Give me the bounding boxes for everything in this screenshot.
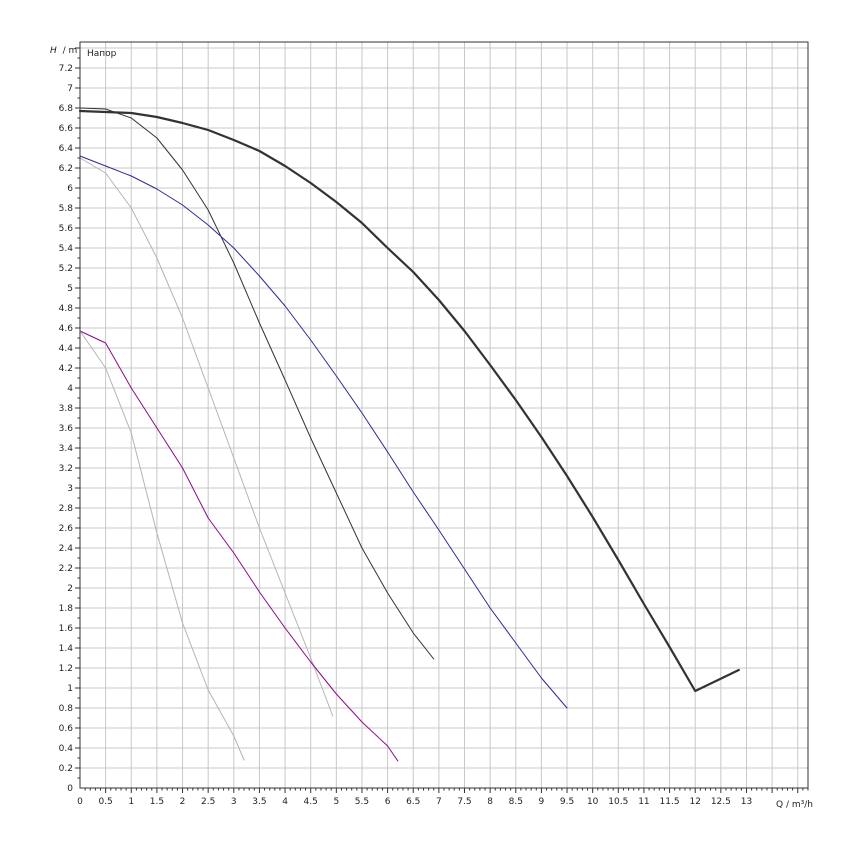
x-tick-label: 10 [587,797,599,807]
axes [75,41,809,793]
y-tick-label: 5.8 [59,204,74,214]
x-tick-label: 3.5 [252,797,266,807]
x-tick-label: 10.5 [608,797,628,807]
y-tick-label: 2.4 [59,544,74,554]
grid-lines [80,42,808,788]
y-tick-label: 6 [67,184,73,194]
y-tick-label: 3 [67,484,73,494]
pump-curve-4 [79,157,334,717]
pump-curve-6 [79,330,245,761]
x-tick-label: 6 [385,797,391,807]
y-tick-label: 5.6 [59,224,74,234]
x-tick-label: 2 [180,797,186,807]
y-tick-label: 4.4 [59,344,74,354]
y-tick-label: 5.4 [59,244,74,254]
x-tick-label: 1.5 [150,797,164,807]
y-tick-label: 6.8 [59,104,74,114]
y-tick-label: 2 [67,584,73,594]
x-tick-label: 13 [741,797,752,807]
x-tick-label: 3 [231,797,237,807]
x-tick-label: 12.5 [711,797,731,807]
x-tick-label: 7.5 [457,797,471,807]
y-axis-unit: / m [63,46,78,56]
x-tick-label: 0.5 [98,797,112,807]
pump-curve-1 [78,109,740,693]
x-tick-label: 9.5 [560,797,574,807]
y-tick-label: 3.4 [59,444,74,454]
y-tick-label: 5 [67,284,73,294]
x-tick-label: 4.5 [304,797,318,807]
y-tick-label: 3.6 [59,424,74,434]
y-tick-label: 5.2 [59,264,73,274]
x-tick-label: 5 [333,797,339,807]
y-tick-label: 6.6 [59,124,74,134]
y-tick-label: 4.6 [59,324,74,334]
y-axis-symbol: H [50,46,57,56]
x-tick-label: 6.5 [406,797,420,807]
x-tick-label: 7 [436,797,442,807]
y-tick-label: 7.2 [59,64,73,74]
y-axis-title: H / m [50,46,77,56]
x-tick-label: 4 [282,797,288,807]
y-tick-label: 4.2 [59,364,73,374]
x-tick-label: 5.5 [355,797,369,807]
x-tick-label: 12 [689,797,700,807]
y-tick-label: 2.8 [59,504,74,514]
plot-frame [79,41,809,789]
x-axis-title: Q / m³/h [776,800,813,810]
y-tick-label: 6.2 [59,164,73,174]
y-tick-label: 0.4 [59,744,74,754]
x-tick-label: 9 [539,797,545,807]
x-tick-label: 8.5 [509,797,523,807]
pump-curve-5 [79,330,399,762]
y-tick-label: 1.4 [59,644,74,654]
curves [78,107,740,762]
y-tick-label: 2.6 [59,524,74,534]
x-tick-label: 1 [128,797,134,807]
y-tick-label: 0.2 [59,764,73,774]
y-tick-label: 3.8 [59,404,74,414]
y-tick-label: 1 [67,684,73,694]
y-tick-label: 1.6 [59,624,74,634]
x-tick-label: 0 [77,797,83,807]
x-tick-label: 11 [638,797,649,807]
x-tick-label: 11.5 [660,797,680,807]
y-tick-label: 1.8 [59,604,74,614]
y-tick-label: 0.6 [59,724,74,734]
y-tick-label: 1.2 [59,664,73,674]
y-tick-label: 3.2 [59,464,73,474]
x-tick-labels: 0 0.5 1 1.5 2 2.5 3 3.5 4 4.5 5 5.5 6 6.5 7 7.5 8 8.5 9 9.5… [77,797,752,807]
y-tick-label: 0 [67,784,73,794]
y-tick-label: 6.4 [59,144,74,154]
y-tick-label: 4 [67,384,73,394]
y-tick-label: 4.8 [59,304,74,314]
x-tick-label: 2.5 [201,797,215,807]
pump-curve-3 [79,155,568,709]
y-tick-label: 0.8 [59,704,74,714]
pump-curve-2 [79,107,435,660]
x-tick-label: 8 [487,797,493,807]
y-tick-labels: 0 0.2 0.4 0.6 0.8 1 1.2 1.4 1.6 1.8 2 2.2 2.4 2.6 2.8 3… [59,64,74,794]
y-tick-label: 2.2 [59,564,73,574]
chart-annotation: Напор [87,49,117,59]
y-tick-label: 7 [67,84,73,94]
